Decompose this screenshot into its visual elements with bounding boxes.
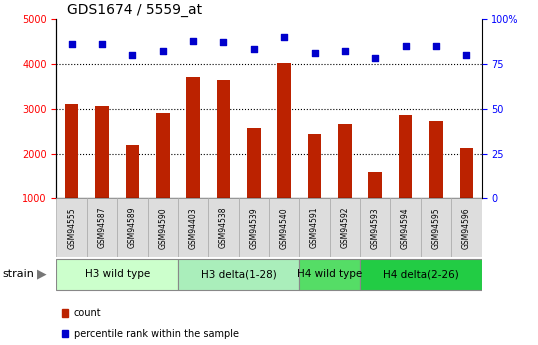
Bar bbox=[217, 80, 230, 198]
Bar bbox=[186, 77, 200, 198]
Bar bbox=[156, 113, 169, 198]
Bar bbox=[125, 146, 139, 198]
Bar bbox=[65, 104, 79, 198]
Text: percentile rank within the sample: percentile rank within the sample bbox=[74, 329, 239, 338]
Point bbox=[280, 34, 288, 40]
Bar bbox=[429, 121, 443, 198]
Text: GSM94591: GSM94591 bbox=[310, 207, 319, 248]
Text: GSM94555: GSM94555 bbox=[67, 207, 76, 248]
Bar bbox=[421, 198, 451, 257]
Point bbox=[189, 38, 197, 43]
Text: GSM94590: GSM94590 bbox=[158, 207, 167, 248]
Point bbox=[158, 49, 167, 54]
Text: GSM94593: GSM94593 bbox=[371, 207, 380, 248]
Bar bbox=[308, 134, 321, 198]
Text: strain: strain bbox=[3, 269, 34, 279]
Text: GSM94592: GSM94592 bbox=[341, 207, 349, 248]
Bar bbox=[247, 128, 260, 198]
Text: GSM94587: GSM94587 bbox=[97, 207, 107, 248]
Bar bbox=[56, 259, 178, 290]
Point bbox=[431, 43, 440, 49]
Text: H4 delta(2-26): H4 delta(2-26) bbox=[383, 269, 459, 279]
Bar bbox=[369, 172, 382, 198]
Text: GSM94596: GSM94596 bbox=[462, 207, 471, 248]
Text: ▶: ▶ bbox=[37, 268, 46, 281]
Point bbox=[67, 41, 76, 47]
Bar bbox=[299, 259, 360, 290]
Bar bbox=[239, 198, 269, 257]
Bar bbox=[338, 124, 352, 198]
Bar bbox=[391, 198, 421, 257]
Bar bbox=[87, 198, 117, 257]
Text: GSM94403: GSM94403 bbox=[189, 207, 197, 248]
Point bbox=[310, 50, 319, 56]
Text: GSM94594: GSM94594 bbox=[401, 207, 410, 248]
Text: GSM94589: GSM94589 bbox=[128, 207, 137, 248]
Text: GSM94595: GSM94595 bbox=[431, 207, 441, 248]
Point bbox=[250, 47, 258, 52]
Point bbox=[341, 49, 349, 54]
Bar bbox=[459, 148, 473, 198]
Text: H3 wild type: H3 wild type bbox=[84, 269, 150, 279]
Bar bbox=[95, 107, 109, 198]
Bar bbox=[178, 259, 299, 290]
Bar bbox=[178, 198, 208, 257]
Point bbox=[371, 56, 379, 61]
Bar bbox=[399, 116, 413, 198]
Text: H4 wild type: H4 wild type bbox=[297, 269, 362, 279]
Point bbox=[462, 52, 471, 58]
Text: count: count bbox=[74, 308, 101, 318]
Bar bbox=[117, 198, 147, 257]
Bar bbox=[330, 198, 360, 257]
Text: GDS1674 / 5559_at: GDS1674 / 5559_at bbox=[67, 3, 202, 17]
Bar bbox=[56, 198, 87, 257]
Bar bbox=[147, 198, 178, 257]
Point bbox=[98, 41, 107, 47]
Point bbox=[219, 40, 228, 45]
Text: GSM94539: GSM94539 bbox=[249, 207, 258, 248]
Bar bbox=[451, 198, 482, 257]
Text: H3 delta(1-28): H3 delta(1-28) bbox=[201, 269, 277, 279]
Text: GSM94540: GSM94540 bbox=[280, 207, 289, 248]
Text: GSM94538: GSM94538 bbox=[219, 207, 228, 248]
Bar bbox=[360, 259, 482, 290]
Bar bbox=[269, 198, 299, 257]
Point bbox=[128, 52, 137, 58]
Bar bbox=[360, 198, 391, 257]
Bar bbox=[299, 198, 330, 257]
Bar bbox=[208, 198, 239, 257]
Bar bbox=[278, 63, 291, 198]
Point bbox=[401, 43, 410, 49]
